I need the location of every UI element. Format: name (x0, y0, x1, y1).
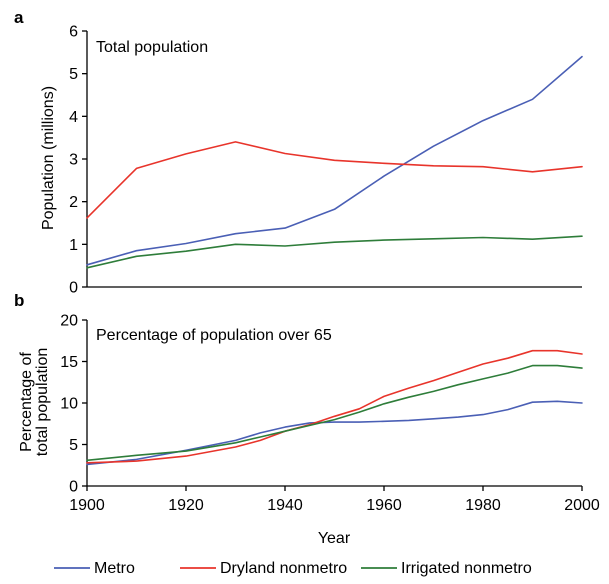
panel-a-title: Total population (96, 39, 208, 56)
panel-b-x-tick-label: 1980 (465, 497, 501, 514)
panel-b-y-ticks: 0 5 10 15 20 (60, 313, 87, 496)
panel-b-series-irrigated-nonmetro (86, 364, 583, 462)
panel-a-series-irrigated-nonmetro (86, 235, 583, 269)
panel-b-y-label: Percentage of total population (18, 348, 51, 457)
panel-b-x-tick-label: 1920 (168, 497, 204, 514)
panel-b-y-label-line1: Percentage of (18, 352, 35, 452)
panel-a-y-tick-label: 2 (69, 194, 78, 211)
panel-b-y-tick-label: 20 (60, 313, 78, 330)
legend-label-dryland-nonmetro: Dryland nonmetro (220, 560, 347, 577)
panel-b-x-tick-label: 1900 (69, 497, 105, 514)
panel-a: 0 1 2 3 4 5 6 Total population Population (mil… (40, 24, 583, 297)
panel-a-series (86, 55, 583, 269)
panel-a-y-tick-label: 4 (69, 109, 78, 126)
panel-b-x-tick-label: 1940 (267, 497, 303, 514)
panel-b-x-label: Year (318, 530, 351, 547)
panel-a-y-tick-label: 3 (69, 152, 78, 169)
panel-label-b: b (14, 291, 24, 310)
panel-b-y-tick-label: 0 (69, 479, 78, 496)
panel-a-y-tick-label: 0 (69, 280, 78, 297)
panel-b-x-tick-label: 2000 (564, 497, 600, 514)
panel-b-series (86, 349, 583, 466)
legend-label-metro: Metro (94, 560, 135, 577)
panel-b-y-tick-label: 10 (60, 396, 78, 413)
panel-a-y-tick-label: 1 (69, 237, 78, 254)
panel-b-x-ticks: 1900 1920 1940 1960 1980 2000 (69, 486, 600, 514)
panel-b-y-tick-label: 5 (69, 437, 78, 454)
panel-b-series-metro (86, 400, 583, 466)
panel-b-y-tick-label: 15 (60, 354, 78, 371)
panel-a-series-dryland-nonmetro (86, 141, 583, 219)
panel-b-title: Percentage of population over 65 (96, 327, 332, 344)
panel-b-series-dryland-nonmetro (86, 349, 583, 464)
panel-a-y-label: Population (millions) (40, 86, 57, 230)
panel-a-y-tick-label: 6 (69, 24, 78, 41)
panel-a-y-tick-label: 5 (69, 66, 78, 83)
legend-label-irrigated-nonmetro: Irrigated nonmetro (401, 560, 532, 577)
panel-b-y-label-line2: total population (34, 348, 51, 457)
panel-a-y-ticks: 0 1 2 3 4 5 6 (69, 24, 87, 297)
panel-b: 0 5 10 15 20 1900 1920 1940 1960 1980 2000 Percen… (18, 313, 600, 548)
panel-a-series-metro (86, 55, 583, 266)
legend: Metro Dryland nonmetro Irrigated nonmetro (54, 560, 532, 577)
panel-b-x-tick-label: 1960 (366, 497, 402, 514)
panel-label-a: a (14, 8, 24, 27)
